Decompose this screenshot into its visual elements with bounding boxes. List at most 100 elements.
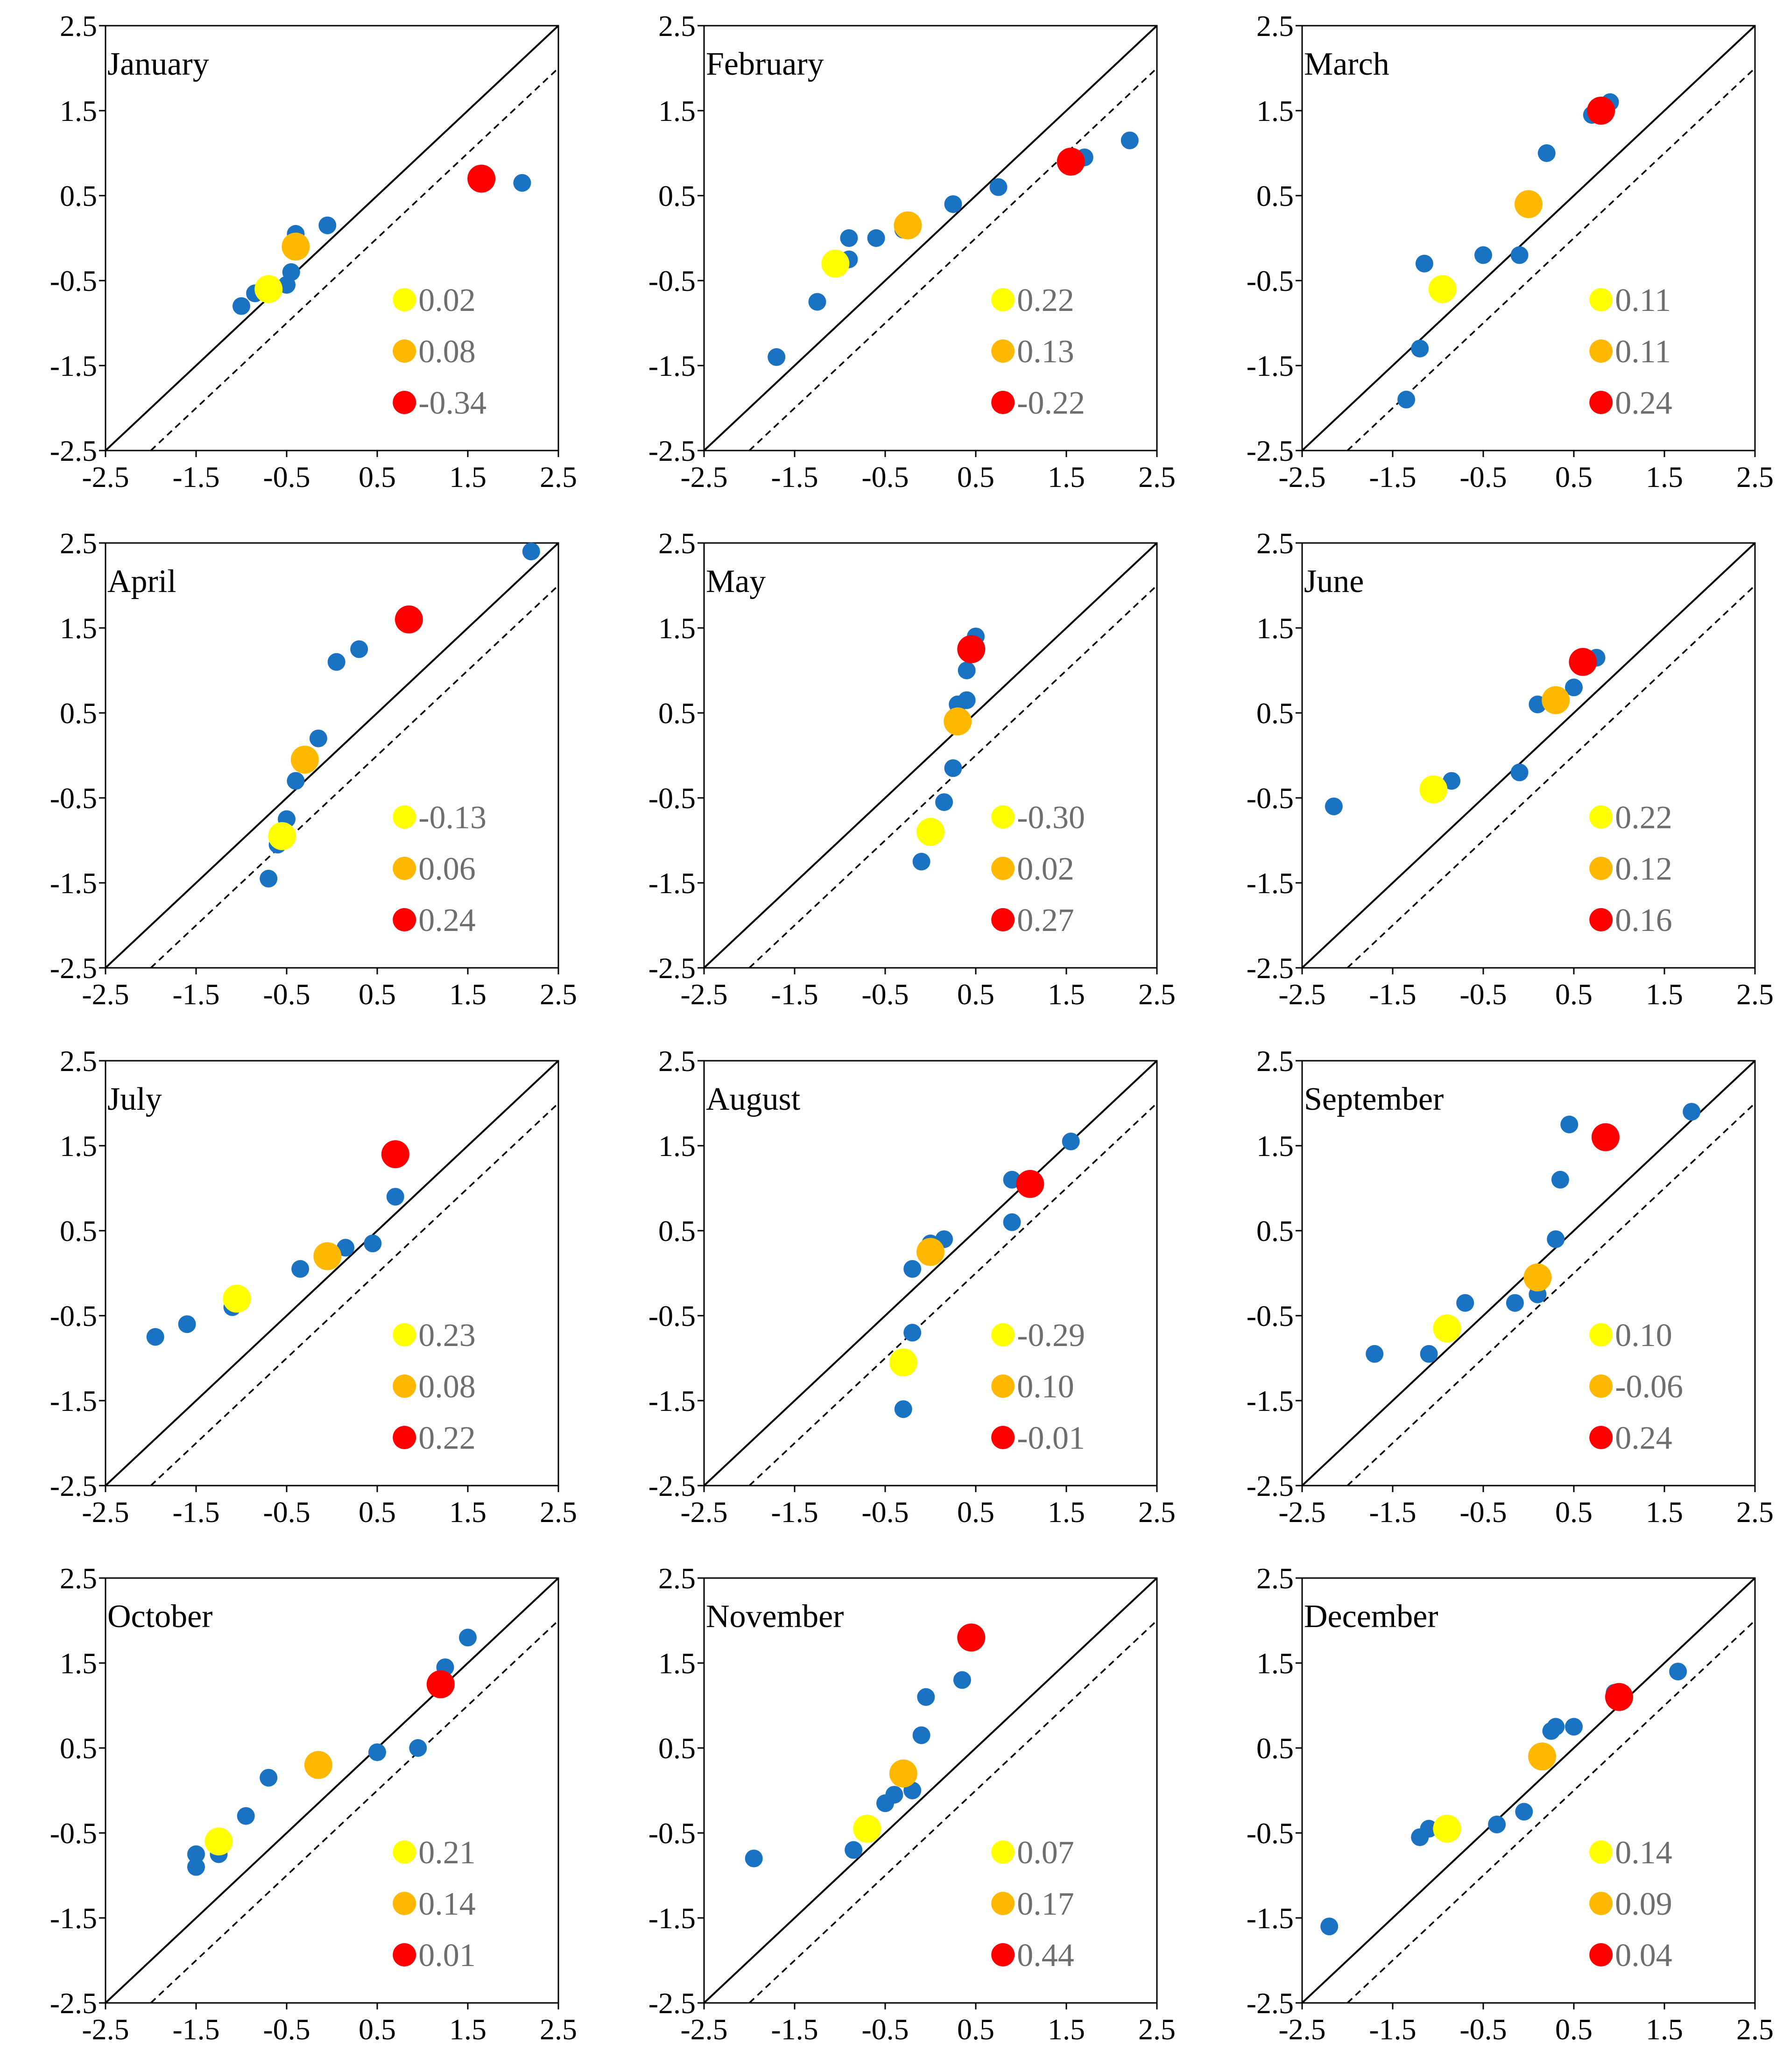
- one-to-one-line: [704, 1578, 1157, 2003]
- x-tick-label: -1.5: [771, 460, 818, 493]
- x-tick-label: -1.5: [1369, 460, 1416, 493]
- y-tick-label: 2.5: [60, 1562, 97, 1595]
- data-point: [187, 1845, 205, 1863]
- x-tick-label: -0.5: [1459, 1495, 1507, 1529]
- y-tick-label: -1.5: [1247, 1902, 1294, 1935]
- legend-marker-orange: [991, 856, 1015, 880]
- legend-label: 0.11: [1615, 334, 1671, 370]
- legend-label: 0.24: [1615, 1420, 1672, 1456]
- x-tick-label: 1.5: [1646, 2013, 1683, 2046]
- x-tick-label: -1.5: [771, 1495, 818, 1529]
- plot-frame: [703, 25, 1158, 451]
- x-tick-label: -0.5: [263, 2013, 310, 2046]
- offset-dashed-line: [150, 585, 558, 968]
- legend-label: 0.27: [1017, 902, 1074, 938]
- x-tick-label: -1.5: [172, 460, 219, 493]
- highlight-point-yellow: [1433, 1814, 1461, 1843]
- x-tick-label: -0.5: [861, 460, 909, 493]
- legend-label: 0.23: [418, 1318, 476, 1353]
- data-point: [368, 1743, 386, 1762]
- data-point: [187, 1858, 205, 1876]
- month-title: February: [706, 46, 824, 82]
- y-tick-label: -1.5: [50, 1902, 97, 1935]
- plot-frame: [1301, 1060, 1756, 1487]
- chart-panel-june: -2.5 -1.5 -0.5 0.5 1.5 2.5 2.5 1.5 0.5 -0.5 -1.5 -2…: [1247, 527, 1774, 1011]
- one-to-one-line: [704, 1061, 1157, 1486]
- data-point: [867, 229, 885, 247]
- y-tick-label: -1.5: [648, 867, 696, 900]
- legend-marker-orange: [1589, 1374, 1613, 1398]
- legend-label: 0.10: [1615, 1318, 1672, 1353]
- y-tick-label: 1.5: [1256, 94, 1294, 127]
- data-point: [318, 216, 337, 234]
- plot-frame: [1301, 542, 1756, 969]
- legend-marker-red: [393, 908, 416, 931]
- legend-marker-red: [393, 390, 416, 414]
- y-tick-label: 0.5: [658, 1214, 696, 1247]
- x-tick-label: 0.5: [359, 1495, 396, 1529]
- data-point: [522, 543, 540, 561]
- y-tick-label: 1.5: [1256, 612, 1294, 645]
- x-tick-label: 1.5: [1048, 978, 1085, 1011]
- one-to-one-line: [106, 26, 558, 451]
- data-point: [364, 1234, 382, 1253]
- legend-marker-red: [1589, 908, 1613, 931]
- month-title: December: [1304, 1599, 1438, 1635]
- x-tick-label: -2.5: [82, 460, 129, 493]
- data-point: [1551, 1170, 1569, 1189]
- highlight-point-yellow: [1428, 275, 1457, 303]
- y-tick-label: -2.5: [1247, 1469, 1294, 1502]
- data-point: [233, 297, 250, 315]
- legend-label: 0.07: [1017, 1835, 1074, 1871]
- data-point: [912, 853, 930, 871]
- data-point: [935, 793, 953, 811]
- offset-dashed-line: [150, 67, 558, 451]
- legend-marker-yellow: [1589, 288, 1613, 311]
- y-tick-label: -2.5: [1247, 951, 1294, 985]
- highlight-point-orange: [1528, 1742, 1557, 1771]
- y-tick-label: 2.5: [1256, 1562, 1294, 1595]
- chart-panel-august: -2.5 -1.5 -0.5 0.5 1.5 2.5 2.5 1.5 0.5 -0.5 -1.5 -2…: [648, 1044, 1176, 1529]
- y-tick-label: -1.5: [1247, 867, 1294, 900]
- y-tick-label: -2.5: [1247, 1987, 1294, 2020]
- y-tick-label: 1.5: [1256, 1129, 1294, 1163]
- highlight-point-red: [1605, 1683, 1633, 1711]
- plot-frame: [703, 1060, 1158, 1487]
- legend-label: 0.04: [1615, 1938, 1672, 1973]
- x-tick-label: 1.5: [449, 2013, 486, 2046]
- y-tick-label: 2.5: [60, 9, 97, 42]
- one-to-one-line: [106, 1578, 558, 2003]
- legend-label: 0.12: [1615, 851, 1672, 887]
- y-tick-label: 2.5: [658, 1562, 696, 1595]
- x-tick-label: -2.5: [680, 460, 727, 493]
- x-tick-label: -0.5: [263, 1495, 310, 1529]
- x-tick-label: -2.5: [680, 2013, 727, 2046]
- x-tick-label: -0.5: [263, 978, 310, 1011]
- x-tick-label: -0.5: [861, 978, 909, 1011]
- data-point: [845, 1841, 863, 1859]
- x-tick-label: -2.5: [1278, 2013, 1325, 2046]
- x-tick-label: -1.5: [771, 2013, 818, 2046]
- legend-marker-orange: [393, 1374, 416, 1398]
- data-point: [1515, 1803, 1533, 1821]
- legend-label: 0.08: [418, 1369, 476, 1405]
- y-tick-label: -2.5: [648, 1987, 696, 2020]
- data-point: [513, 174, 531, 192]
- legend-label: 0.02: [418, 282, 476, 318]
- plot-frame: [703, 542, 1158, 969]
- y-tick-label: -0.5: [648, 1817, 696, 1850]
- highlight-point-yellow: [204, 1827, 233, 1856]
- plot-frame: [703, 1577, 1158, 2004]
- data-point: [1443, 772, 1461, 790]
- chart-panel-may: -2.5 -1.5 -0.5 0.5 1.5 2.5 2.5 1.5 0.5 -0.5 -1.5 -2…: [648, 527, 1176, 1011]
- x-tick-label: 0.5: [957, 460, 994, 493]
- x-tick-label: 0.5: [1555, 978, 1593, 1011]
- data-point: [1415, 254, 1433, 273]
- x-tick-label: 0.5: [1555, 2013, 1593, 2046]
- x-tick-label: -0.5: [1459, 978, 1507, 1011]
- data-point: [282, 263, 300, 281]
- highlight-point-yellow: [853, 1814, 881, 1843]
- y-tick-label: -0.5: [50, 1817, 97, 1850]
- y-tick-label: -0.5: [1247, 1299, 1294, 1332]
